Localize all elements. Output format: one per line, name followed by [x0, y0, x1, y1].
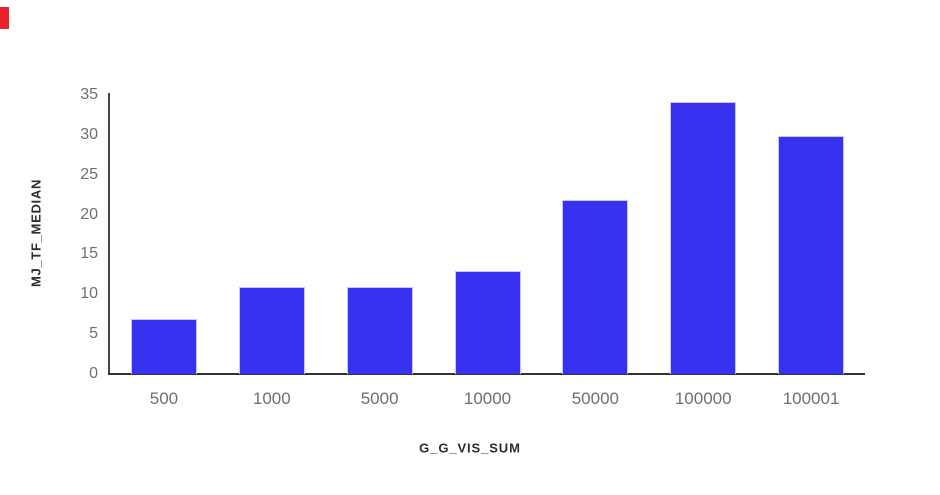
x-tick-label-5000: 5000	[360, 389, 399, 408]
x-tick-label-10000: 10000	[463, 389, 512, 408]
y-tick-label-10: 10	[80, 285, 98, 303]
x-tick-label-500: 500	[149, 389, 179, 408]
x-axis-title: G_G_VIS_SUM	[419, 440, 521, 456]
x-tick-label-1000: 1000	[252, 389, 291, 408]
x-axis-line	[108, 373, 865, 375]
bar-10000[interactable]	[454, 271, 521, 374]
x-tick-label-50000: 50000	[571, 389, 619, 408]
bar-500[interactable]	[130, 319, 197, 374]
y-axis-line	[108, 93, 110, 375]
y-tick-label-15: 15	[80, 245, 98, 263]
y-tick-label-20: 20	[80, 205, 98, 223]
bar-5000[interactable]	[346, 287, 413, 374]
y-tick-label-25: 25	[80, 165, 98, 183]
y-tick-label-35: 35	[80, 86, 98, 103]
y-tick-label-30: 30	[80, 125, 98, 143]
x-tick-label-100000: 100000	[674, 389, 732, 408]
bar-50000[interactable]	[562, 200, 629, 374]
bar-100001[interactable]	[778, 136, 845, 374]
corner-marker	[0, 7, 9, 29]
y-axis-title: MJ_TF_MEDIAN	[28, 178, 44, 288]
bar-100000[interactable]	[670, 102, 737, 374]
y-tick-label-0: 0	[89, 365, 98, 382]
plot-area: 500 1000 5000 10000 50000 100000 100001 0 5 10 15 2…	[80, 86, 865, 408]
bar-1000[interactable]	[238, 287, 305, 374]
y-tick-label-5: 5	[89, 325, 98, 343]
x-tick-label-100001: 100001	[782, 389, 840, 408]
